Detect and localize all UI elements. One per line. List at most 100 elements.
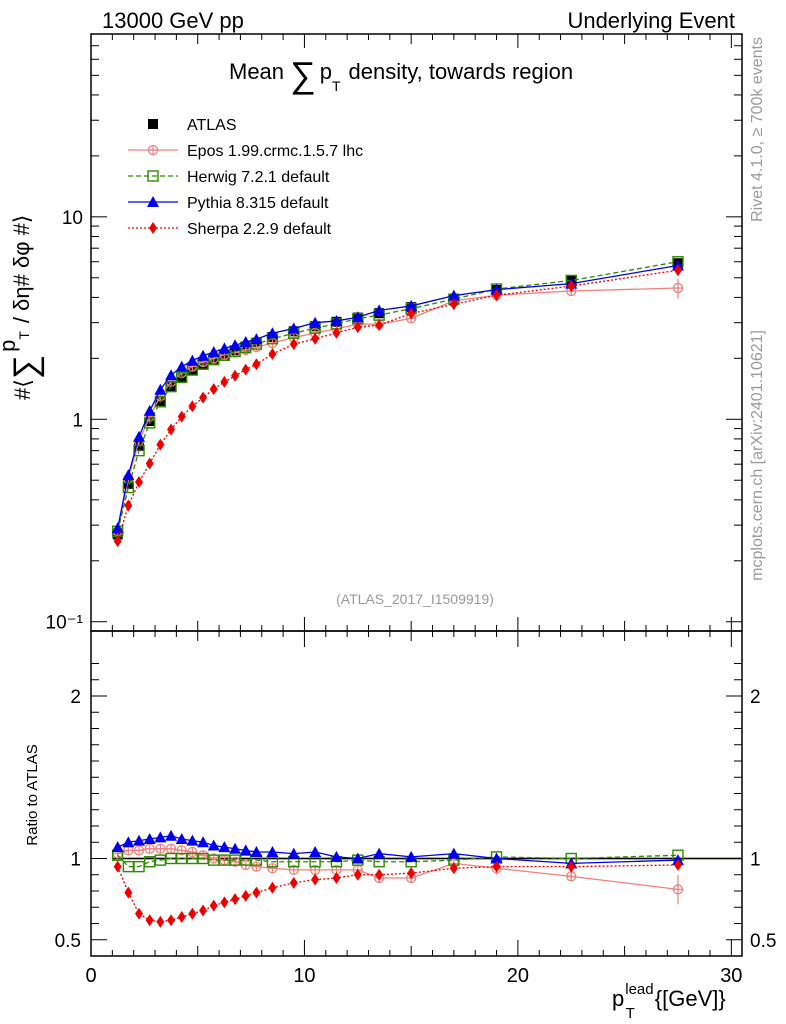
series-line-epos: [117, 287, 678, 532]
data-point: [332, 326, 341, 339]
data-point: [266, 846, 279, 857]
xlabel-sup: lead: [625, 981, 653, 998]
x-tick-label: 10: [293, 965, 315, 987]
data-point: [176, 371, 188, 384]
title-p: p: [320, 59, 332, 84]
data-point: [177, 911, 186, 923]
data-point: [165, 829, 178, 841]
data-point: [143, 404, 156, 416]
data-point: [122, 836, 135, 848]
data-point: [449, 862, 458, 875]
title-main: Mean: [229, 59, 284, 84]
data-point: [672, 884, 684, 895]
ylabel-p: p: [0, 340, 20, 352]
data-point: [186, 354, 199, 366]
data-point: [167, 914, 176, 927]
data-point: [175, 833, 188, 844]
series-herwig: [111, 849, 684, 873]
data-point: [566, 871, 577, 882]
data-point: [143, 833, 156, 844]
data-point: [252, 358, 261, 371]
data-point: [113, 535, 122, 548]
data-point: [673, 859, 682, 871]
legend-marker: [149, 222, 157, 234]
svg-text:Mean∑pTdensity, towards region: Mean ∑ pTdensity, towards region: [229, 54, 573, 95]
title-rest: density, towards region: [349, 59, 574, 84]
ratio-y-axis-label: Ratio to ATLAS: [24, 744, 41, 845]
data-point: [156, 915, 165, 928]
data-point: [241, 889, 250, 902]
y-tick-label: 10⁻¹: [46, 613, 84, 634]
data-point: [309, 846, 322, 857]
data-point: [311, 332, 320, 345]
data-point: [241, 363, 250, 376]
y-tick-label: 10: [62, 208, 83, 229]
source-label: mcplots.cern.ch [arXiv:2401.10621]: [749, 330, 766, 581]
data-point: [124, 499, 133, 512]
data-point: [133, 444, 145, 457]
data-point: [135, 476, 144, 489]
header-left: 13000 GeV pp: [102, 8, 244, 33]
data-point: [447, 847, 460, 859]
legend-marker: [147, 196, 159, 207]
data-point: [135, 907, 144, 920]
data-point: [154, 383, 167, 395]
data-point: [353, 321, 362, 334]
data-point: [289, 338, 298, 351]
data-point: [186, 834, 199, 846]
xlabel-unit: {[GeV]}: [655, 986, 726, 1011]
svg-text:#⟨∑pT/ δη# δφ #⟩: #⟨∑ pT / δη# δφ #⟩: [0, 215, 45, 400]
legend-marker: [147, 170, 159, 182]
data-point: [122, 469, 135, 481]
data-point: [375, 319, 384, 332]
data-point: [375, 868, 384, 881]
ratio-series: [111, 829, 684, 928]
series-sherpa: [113, 264, 682, 548]
data-point: [220, 375, 229, 388]
data-point: [229, 339, 242, 351]
title-sum: ∑: [290, 54, 316, 95]
data-point: [207, 345, 220, 357]
legend-entry-atlas: ATLAS: [148, 117, 237, 134]
ratio-y-tick-label-right: 1: [750, 850, 761, 871]
data-point: [133, 845, 145, 856]
legend: ATLAS Epos 1.99.crmc.1.5.7 lhc Herwig 7.2.…: [128, 117, 363, 238]
x-tick-label: 30: [720, 965, 742, 987]
data-point: [229, 842, 242, 854]
data-point: [220, 896, 229, 909]
ratio-axes: 0.5 0.51 12 20 10 20 30: [55, 630, 776, 987]
legend-entry-sherpa: Sherpa 2.2.9 default: [128, 221, 332, 238]
data-point: [155, 843, 166, 854]
data-point: [145, 457, 154, 470]
data-point: [207, 839, 220, 851]
data-point: [267, 863, 278, 874]
legend-label: Herwig 7.2.1 default: [187, 169, 330, 186]
data-point: [268, 348, 277, 361]
y-tick-label: 1: [72, 410, 83, 431]
data-point: [490, 283, 503, 295]
data-point: [165, 380, 177, 393]
data-point: [673, 264, 682, 277]
legend-label: Epos 1.99.crmc.1.5.7 lhc: [187, 143, 363, 160]
main-title: Mean ∑ pTdensity, towards region: [229, 54, 573, 95]
main-y-axis-label: #⟨∑ pT / δη# δφ #⟩: [0, 215, 45, 400]
series-pythia: [111, 829, 684, 869]
series-epos: [112, 278, 684, 537]
data-point: [407, 867, 416, 880]
data-point: [407, 307, 416, 320]
data-point: [154, 831, 167, 843]
data-point: [287, 322, 300, 334]
data-point: [113, 860, 122, 873]
data-point: [250, 333, 263, 345]
data-point: [124, 886, 133, 899]
data-point: [209, 383, 218, 396]
x-tick-label: 20: [507, 965, 529, 987]
data-point: [133, 834, 146, 846]
data-point: [567, 280, 576, 293]
series-pythia: [111, 259, 684, 534]
data-point: [309, 316, 322, 328]
data-point: [405, 299, 418, 311]
data-point: [177, 410, 186, 423]
ylabel-sub: T: [16, 331, 32, 340]
